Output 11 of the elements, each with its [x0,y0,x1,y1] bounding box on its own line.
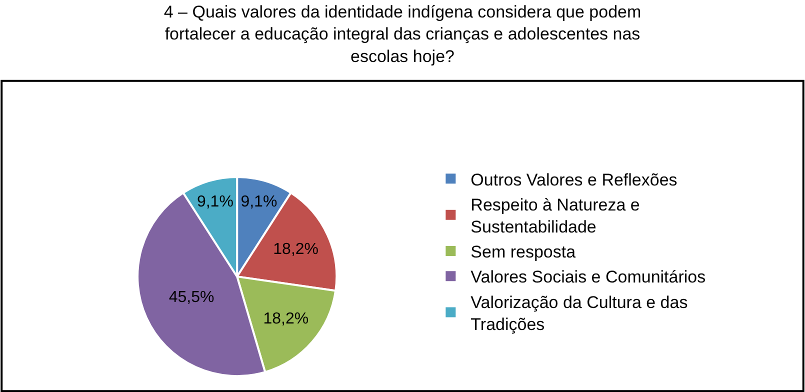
legend-label: Valorização da Cultura e das Tradições [470,292,688,334]
legend-label: Respeito à Natureza e Sustentabilidade [470,195,640,236]
chart-title: 4 – Quais valores da identidade indígena considera que podem fortalecer a educação integral das crianças e adolescentes nas escolas hoje? [164,2,642,66]
legend-label: Outros Valores e Reflexões [470,170,678,190]
data-label: 9,1% [240,194,278,211]
legend-label: Sem resposta [470,242,576,262]
data-label: 9,1% [196,194,234,211]
data-label: 18,2% [273,241,319,258]
data-label: 18,2% [263,310,309,328]
data-label: 45,5% [168,288,214,306]
legend-label: Valores Sociais e Comunitários [470,268,706,287]
